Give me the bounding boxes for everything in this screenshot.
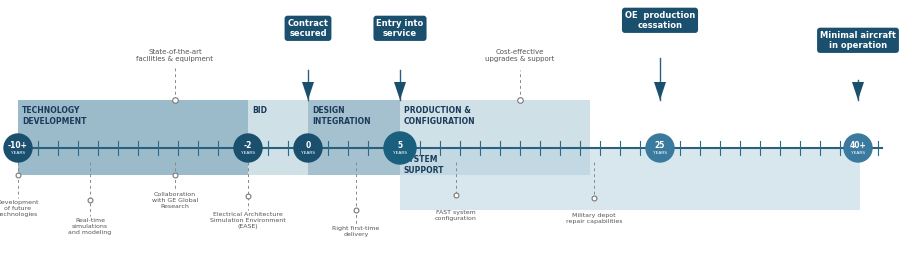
Text: FAST system
configuration: FAST system configuration	[435, 210, 477, 221]
Text: BID: BID	[252, 106, 267, 115]
Bar	[400, 100, 590, 175]
Text: -2: -2	[244, 141, 252, 151]
Text: Collaboration
with GE Global
Research: Collaboration with GE Global Research	[152, 192, 198, 209]
Text: 25: 25	[655, 141, 665, 151]
Text: YEARS: YEARS	[850, 151, 865, 155]
Text: DESIGN
INTEGRATION: DESIGN INTEGRATION	[312, 106, 371, 126]
Text: YEARS: YEARS	[241, 151, 255, 155]
Text: TECHNOLOGY
DEVELOPMENT: TECHNOLOGY DEVELOPMENT	[22, 106, 86, 126]
Text: Minimal aircraft
in operation: Minimal aircraft in operation	[820, 31, 896, 50]
Text: Cost-effective
upgrades & support: Cost-effective upgrades & support	[485, 48, 554, 62]
Circle shape	[234, 134, 262, 162]
Text: Military depot
repair capabilities: Military depot repair capabilities	[566, 213, 622, 224]
Circle shape	[4, 134, 32, 162]
Text: Contract
secured: Contract secured	[287, 18, 328, 38]
Circle shape	[646, 134, 674, 162]
Text: YEARS: YEARS	[652, 151, 667, 155]
Text: PRODUCTION &
CONFIGURATION: PRODUCTION & CONFIGURATION	[404, 106, 475, 126]
Text: State-of-the-art
facilities & equipment: State-of-the-art facilities & equipment	[137, 48, 213, 62]
Text: YEARS: YEARS	[301, 151, 315, 155]
Text: 40+: 40+	[850, 141, 867, 151]
Text: Development
of future
technologies: Development of future technologies	[0, 200, 40, 217]
Polygon shape	[852, 82, 864, 100]
Text: OE  production
cessation: OE production cessation	[625, 11, 695, 30]
Bar	[248, 100, 308, 175]
Text: 5: 5	[398, 141, 402, 151]
Bar	[400, 148, 860, 210]
Text: 0: 0	[305, 141, 310, 151]
Text: YEARS: YEARS	[11, 151, 25, 155]
Polygon shape	[302, 82, 314, 100]
Text: SYSTEM
SUPPORT: SYSTEM SUPPORT	[404, 155, 445, 175]
Circle shape	[844, 134, 872, 162]
Bar	[18, 100, 248, 175]
Text: YEARS: YEARS	[393, 151, 407, 155]
Text: Real-time
simulations
and modeling: Real-time simulations and modeling	[68, 218, 112, 235]
Circle shape	[294, 134, 322, 162]
Text: -10+: -10+	[8, 141, 28, 151]
Circle shape	[384, 132, 416, 164]
Text: Right first-time
delivery: Right first-time delivery	[332, 226, 380, 237]
Text: Entry into
service: Entry into service	[376, 18, 424, 38]
Polygon shape	[654, 82, 666, 100]
Polygon shape	[394, 82, 406, 100]
Text: Electrical Architecture
Simulation Environment
(EASE): Electrical Architecture Simulation Envir…	[210, 212, 286, 229]
Bar	[308, 100, 400, 175]
